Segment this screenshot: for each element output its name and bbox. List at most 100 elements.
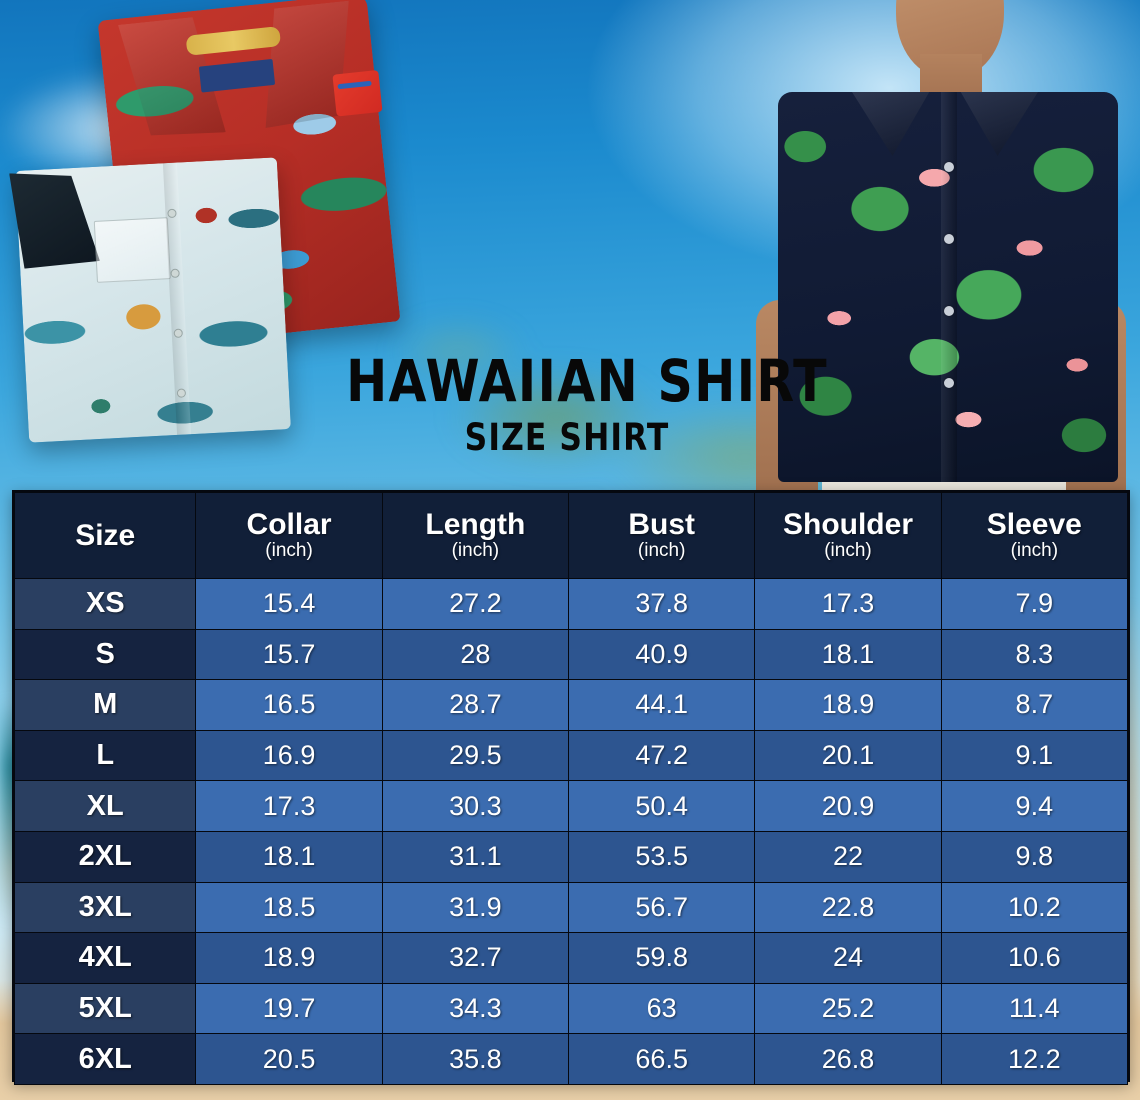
shirt-button: [944, 234, 955, 244]
cell-collar: 17.3: [195, 780, 383, 832]
cell-sleeve: 10.6: [940, 932, 1129, 984]
size-label-tag: [198, 58, 276, 93]
cell-sleeve: 9.8: [940, 830, 1129, 883]
page-subtitle: SIZE SHIRT: [464, 416, 670, 459]
shirt-button: [944, 306, 955, 316]
column-header-bust: Bust (inch): [568, 492, 756, 579]
cell-size: 5XL: [13, 982, 197, 1035]
brand-strip: [185, 26, 282, 56]
cell-shoulder: 18.9: [754, 679, 942, 731]
table-row: S 15.7 28 40.9 18.1 8.3: [13, 628, 1129, 681]
table-header-row: Size Collar (inch) Length (inch) Bust (i…: [13, 492, 1129, 579]
cell-sleeve: 7.9: [940, 578, 1129, 630]
dark-collar: [9, 169, 100, 269]
cell-length: 29.5: [381, 729, 570, 782]
table-row: 4XL 18.9 32.7 59.8 24 10.6: [13, 932, 1129, 984]
cell-shoulder: 25.2: [754, 982, 942, 1035]
cell-size: 3XL: [13, 881, 197, 934]
table-header: Size Collar (inch) Length (inch) Bust (i…: [13, 492, 1129, 579]
table-body: XS 15.4 27.2 37.8 17.3 7.9 S 15.7 28 40.9 18.1 8.3 M…: [13, 578, 1129, 1085]
cell-collar: 15.7: [195, 628, 383, 681]
cell-size: XS: [13, 578, 197, 630]
cell-shoulder: 22.8: [754, 881, 942, 934]
cell-collar: 18.1: [195, 830, 383, 883]
logo-patch: [332, 69, 383, 117]
navy-flamingo-shirt-image: [778, 92, 1118, 482]
cell-sleeve: 8.7: [940, 679, 1129, 731]
button-placket: [941, 92, 958, 482]
column-header-sleeve: Sleeve (inch): [940, 492, 1129, 579]
cell-bust: 47.2: [568, 729, 756, 782]
cell-size: 4XL: [13, 932, 197, 984]
cell-collar: 16.5: [195, 679, 383, 731]
cell-length: 34.3: [381, 982, 570, 1035]
cell-sleeve: 9.4: [940, 780, 1129, 832]
cell-bust: 37.8: [568, 578, 756, 630]
column-header-collar: Collar (inch): [195, 492, 383, 579]
table-row: 2XL 18.1 31.1 53.5 22 9.8: [13, 830, 1129, 883]
cell-size: S: [13, 628, 197, 681]
cell-shoulder: 22: [754, 830, 942, 883]
cell-size: 6XL: [13, 1033, 197, 1085]
cell-collar: 18.9: [195, 932, 383, 984]
cell-collar: 20.5: [195, 1033, 383, 1085]
cell-size: M: [13, 679, 197, 731]
cell-length: 27.2: [381, 578, 570, 630]
collar-right: [960, 92, 1038, 156]
cell-shoulder: 18.1: [754, 628, 942, 681]
cell-bust: 56.7: [568, 881, 756, 934]
chest-pocket: [93, 217, 171, 283]
cell-length: 31.1: [381, 830, 570, 883]
cell-collar: 18.5: [195, 881, 383, 934]
cell-sleeve: 8.3: [940, 628, 1129, 681]
shirt-button: [944, 378, 955, 388]
page-title: HAWAIIAN SHIRT: [346, 347, 828, 415]
cell-length: 30.3: [381, 780, 570, 832]
table-row: M 16.5 28.7 44.1 18.9 8.7: [13, 679, 1129, 731]
cell-bust: 44.1: [568, 679, 756, 731]
table-row: XL 17.3 30.3 50.4 20.9 9.4: [13, 780, 1129, 832]
column-header-size: Size: [13, 492, 197, 579]
cell-sleeve: 11.4: [940, 982, 1129, 1035]
table-row: L 16.9 29.5 47.2 20.1 9.1: [13, 729, 1129, 782]
cell-collar: 16.9: [195, 729, 383, 782]
cell-bust: 50.4: [568, 780, 756, 832]
cell-length: 28.7: [381, 679, 570, 731]
size-chart-table: Size Collar (inch) Length (inch) Bust (i…: [13, 492, 1129, 1085]
cell-sleeve: 10.2: [940, 881, 1129, 934]
cell-shoulder: 20.1: [754, 729, 942, 782]
cell-length: 28: [381, 628, 570, 681]
cell-bust: 66.5: [568, 1033, 756, 1085]
cell-length: 32.7: [381, 932, 570, 984]
cell-bust: 63: [568, 982, 756, 1035]
cell-shoulder: 24: [754, 932, 942, 984]
shirt-button: [944, 162, 955, 172]
cell-size: 2XL: [13, 830, 197, 883]
collar-left: [852, 92, 930, 156]
cell-shoulder: 26.8: [754, 1033, 942, 1085]
cell-sleeve: 9.1: [940, 729, 1129, 782]
cell-collar: 19.7: [195, 982, 383, 1035]
column-header-shoulder: Shoulder (inch): [754, 492, 942, 579]
cell-shoulder: 17.3: [754, 578, 942, 630]
cell-bust: 40.9: [568, 628, 756, 681]
table-row: XS 15.4 27.2 37.8 17.3 7.9: [13, 578, 1129, 630]
chart-title-block: HAWAIIAN SHIRT SIZE SHIRT: [332, 347, 828, 459]
model-photo: [738, 0, 1140, 500]
blue-hawaiian-shirt-image: [15, 157, 291, 443]
table-row: 5XL 19.7 34.3 63 25.2 11.4: [13, 982, 1129, 1035]
cell-length: 35.8: [381, 1033, 570, 1085]
column-header-length: Length (inch): [381, 492, 570, 579]
cell-size: XL: [13, 780, 197, 832]
table-row: 3XL 18.5 31.9 56.7 22.8 10.2: [13, 881, 1129, 934]
cell-bust: 59.8: [568, 932, 756, 984]
cell-bust: 53.5: [568, 830, 756, 883]
cell-sleeve: 12.2: [940, 1033, 1129, 1085]
cell-length: 31.9: [381, 881, 570, 934]
size-chart-table-wrapper: Size Collar (inch) Length (inch) Bust (i…: [12, 490, 1130, 1085]
cell-size: L: [13, 729, 197, 782]
cell-shoulder: 20.9: [754, 780, 942, 832]
cell-collar: 15.4: [195, 578, 383, 630]
table-row: 6XL 20.5 35.8 66.5 26.8 12.2: [13, 1033, 1129, 1085]
